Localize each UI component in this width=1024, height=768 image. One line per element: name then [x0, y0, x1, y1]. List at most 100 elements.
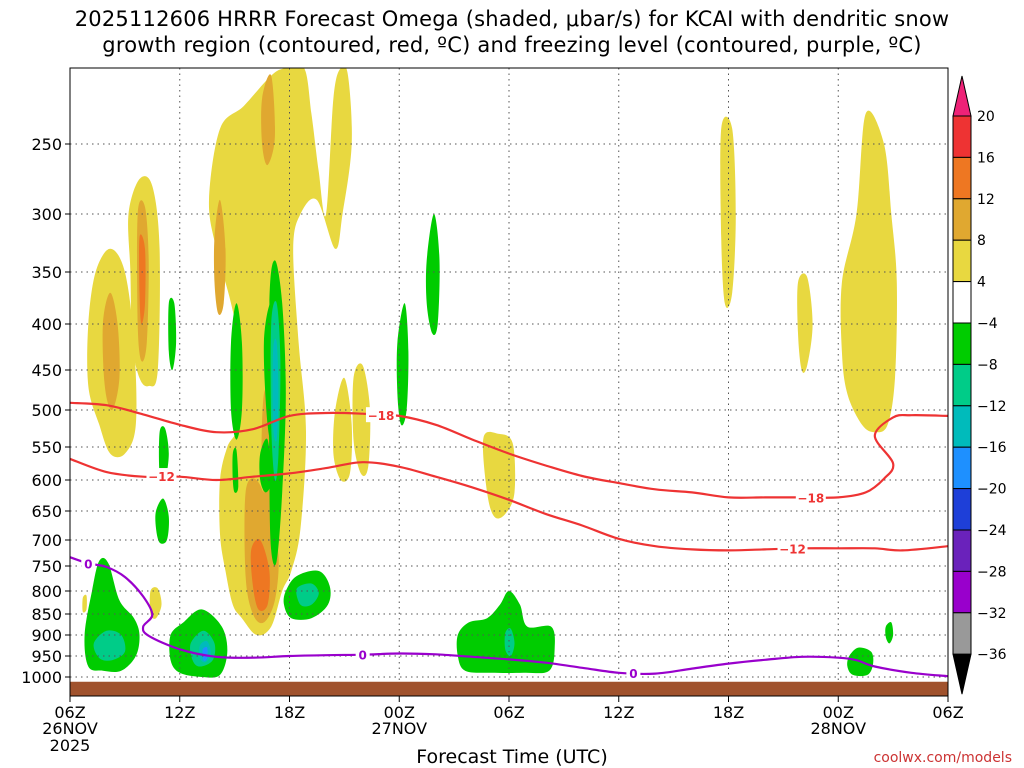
credit-text: coolwx.com/models: [873, 750, 1012, 766]
colorbar-box-12: [952, 612, 972, 655]
contour-label-bg-4: [81, 555, 96, 571]
colorbar-label-7: −12: [977, 399, 1007, 415]
omega-region-42: [885, 622, 894, 644]
y-tick-label-15: 1000: [21, 668, 62, 687]
omega-region-10: [333, 377, 353, 482]
contour-label-0: −18: [368, 409, 395, 423]
x-tick-year-0: 2025: [50, 736, 91, 755]
contour-label-1: −18: [797, 491, 824, 505]
colorbar-box-8: [952, 446, 972, 490]
contour-label-bg-0: [365, 407, 396, 423]
contour-label-4: 0: [84, 557, 92, 571]
contour-label-5: 0: [358, 649, 366, 663]
omega-region-6: [213, 199, 226, 315]
x-tick-date-0: 26NOV: [42, 719, 98, 738]
omega-region-22: [168, 297, 177, 371]
x-tick-label-4: 06Z: [493, 703, 524, 722]
colorbar-box-0: [952, 115, 972, 158]
colorbar-box-5: [952, 322, 972, 365]
contour-label-6: 0: [629, 667, 637, 681]
colorbar-box-2: [952, 198, 972, 241]
y-tick-label-2: 350: [31, 263, 62, 282]
y-tick-label-4: 450: [31, 361, 62, 380]
contour-label-2: −12: [148, 470, 175, 484]
colorbar-box-4: [952, 281, 972, 324]
y-tick-label-3: 400: [31, 315, 62, 334]
colorbar-label-2: 12: [977, 192, 995, 208]
y-tick-label-7: 600: [31, 471, 62, 490]
colorbar-box-10: [952, 529, 972, 572]
omega-region-16: [82, 594, 87, 613]
x-tick-label-0: 06Z: [54, 703, 85, 722]
y-tick-label-5: 500: [31, 401, 62, 420]
colorbar-label-11: −28: [977, 564, 1007, 580]
ground-band: [70, 681, 948, 696]
omega-region-29: [232, 447, 239, 493]
omega-region-1: [102, 292, 120, 411]
chart-title-line2: growth region (contoured, red, ºC) and f…: [102, 33, 922, 57]
contour-label-bg-2: [146, 468, 177, 484]
contour-line-0C: [70, 556, 948, 678]
omega-region-37: [396, 303, 409, 426]
contour-line--18C: [70, 401, 948, 499]
x-axis-label: Forecast Time (UTC): [416, 746, 608, 768]
colorbar-box-7: [952, 405, 972, 448]
omega-region-4: [139, 234, 146, 325]
chart-title: 2025112606 HRRR Forecast Omega (shaded, …: [0, 6, 1024, 58]
omega-region-23: [155, 498, 169, 544]
x-tick-date-7: 28NOV: [810, 719, 866, 738]
colorbar-label-6: −8: [977, 357, 998, 373]
y-tick-label-1: 300: [31, 205, 62, 224]
contour-label-bg-5: [355, 646, 370, 662]
colorbar-box-11: [952, 570, 972, 614]
contour-layer: −18 −18 −12 −12 0 0 0: [70, 401, 948, 681]
colorbar-bottom-arrow: [952, 653, 972, 695]
colorbar-label-5: −4: [977, 316, 998, 332]
chart-title-line1: 2025112606 HRRR Forecast Omega (shaded, …: [74, 7, 950, 31]
y-tick-label-10: 750: [31, 557, 62, 576]
colorbar-box-9: [952, 488, 972, 531]
omega-region-31: [259, 438, 272, 493]
omega-region-11: [352, 363, 371, 477]
axes-layer: 250 300 350 400 450 500 550 600 650 700 750 800 850 9…: [21, 67, 964, 755]
omega-region-17: [149, 587, 162, 619]
colorbar-box-1: [952, 156, 972, 200]
colorbar-label-12: −32: [977, 606, 1007, 622]
y-tick-label-0: 250: [31, 135, 62, 154]
omega-region-38: [425, 214, 440, 336]
x-tick-label-8: 06Z: [932, 703, 963, 722]
colorbar-label-13: −36: [977, 647, 1007, 663]
x-tick-label-3: 00Z: [384, 703, 415, 722]
omega-region-27: [202, 647, 208, 661]
omega-region-9: [250, 539, 270, 612]
x-tick-label-7: 00Z: [823, 703, 854, 722]
x-tick-label-2: 18Z: [274, 703, 305, 722]
y-tick-label-13: 900: [31, 626, 62, 645]
y-tick-label-11: 800: [31, 582, 62, 601]
gridlines: [70, 68, 948, 696]
x-tick-date-3: 27NOV: [371, 719, 427, 738]
contour-label-3: −12: [779, 542, 806, 556]
x-tick-label-1: 12Z: [164, 703, 195, 722]
y-tick-label-14: 950: [31, 647, 62, 666]
colorbar-label-3: 8: [977, 233, 986, 249]
colorbar-label-8: −16: [977, 440, 1007, 456]
colorbar-label-1: 16: [977, 150, 995, 166]
omega-region-34: [272, 338, 279, 442]
x-tick-label-6: 18Z: [713, 703, 744, 722]
colorbar-box-3: [952, 239, 972, 283]
colorbar-label-0: 20: [977, 109, 995, 125]
colorbar: 20 16 12 8 4 −4 −8 −12 −16 −20 −24 −28 −32 −36: [952, 75, 1007, 695]
x-tick-label-5: 12Z: [603, 703, 634, 722]
colorbar-top-arrow: [952, 75, 972, 117]
colorbar-label-10: −24: [977, 523, 1007, 539]
colorbar-label-4: 4: [977, 275, 986, 291]
omega-region-15: [840, 110, 897, 433]
omega-region-21: [158, 426, 169, 482]
ground-layer: [70, 681, 948, 696]
colorbar-box-6: [952, 363, 972, 407]
colorbar-label-9: −20: [977, 482, 1007, 498]
y-tick-label-8: 650: [31, 502, 62, 521]
y-tick-label-6: 550: [31, 438, 62, 457]
